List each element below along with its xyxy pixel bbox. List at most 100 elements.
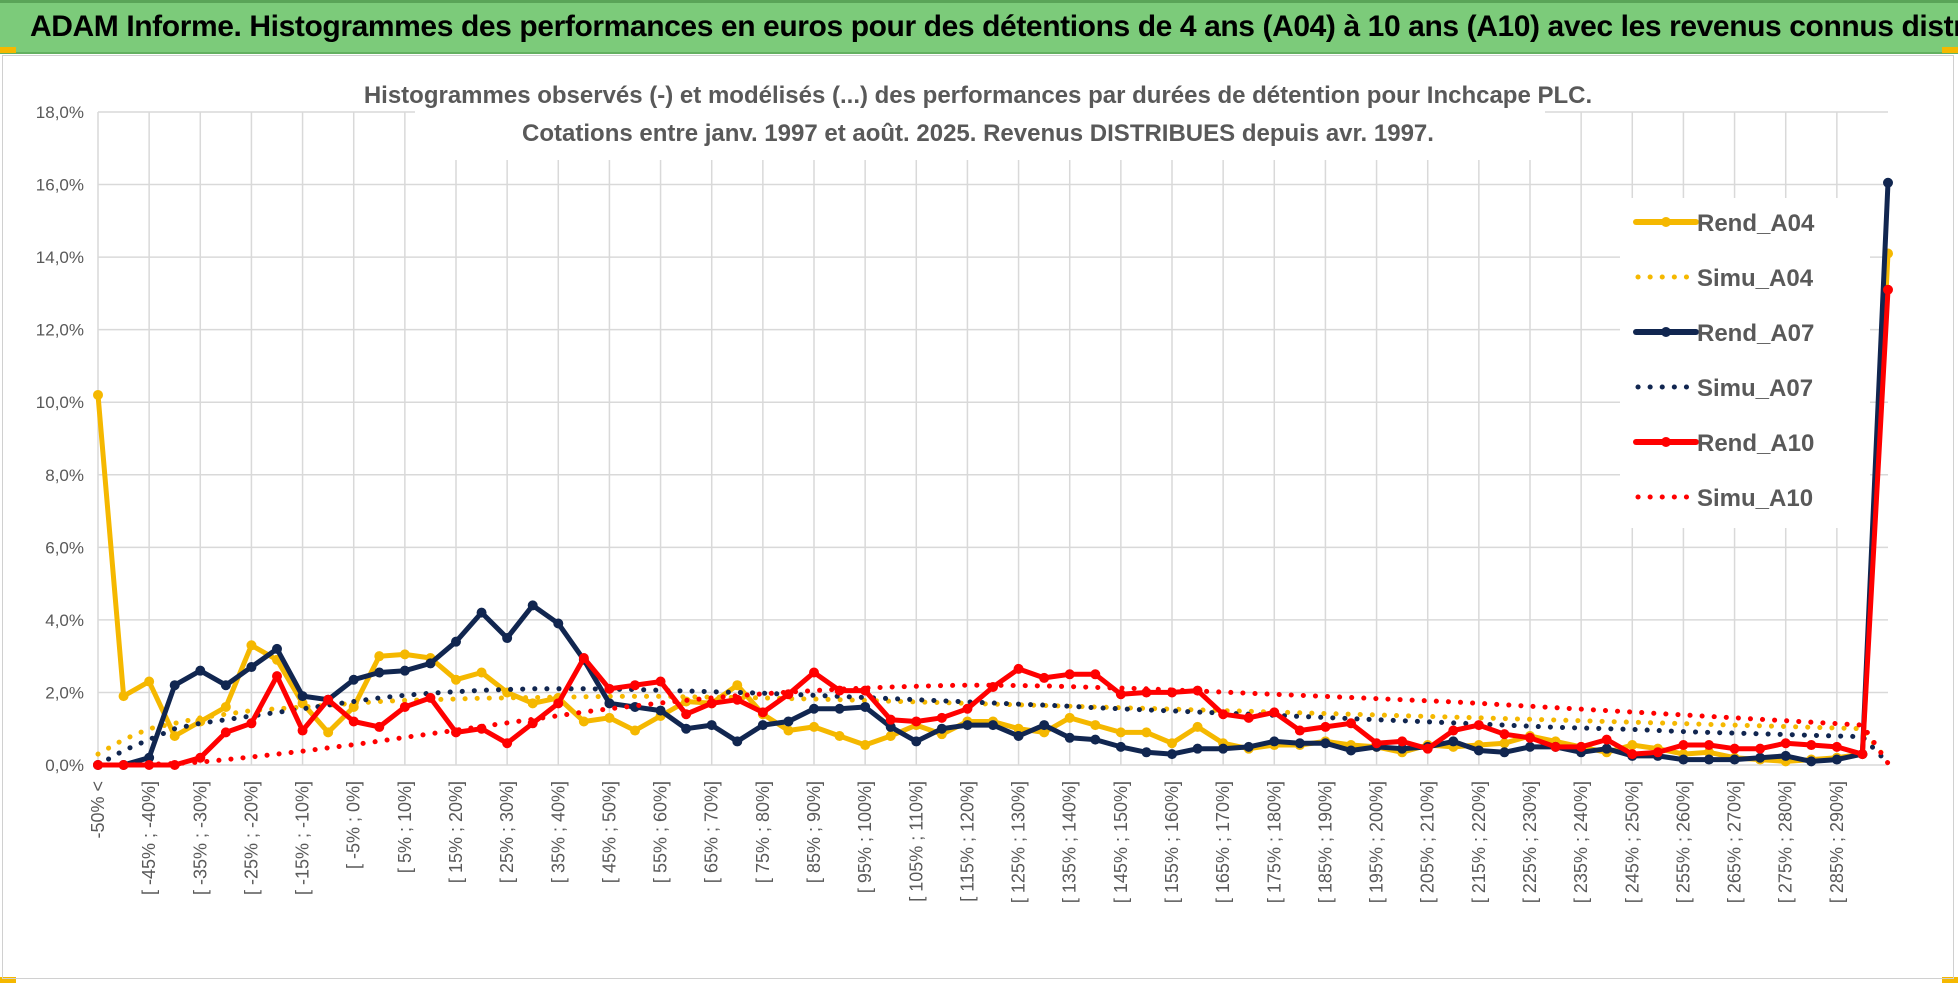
data-point-rend-a07	[1346, 745, 1356, 756]
series-line-rend-a07	[95, 180, 1891, 768]
data-point-rend-a07	[1499, 747, 1510, 758]
chart-title-line-1: Histogrammes observés (-) et modélisés (…	[364, 82, 1592, 109]
data-point-rend-a07	[1243, 741, 1254, 752]
x-tick-label: [ 205% ; 210%]	[1418, 781, 1438, 903]
data-point-rend-a10	[630, 680, 640, 691]
x-tick-label: [ 15% ; 20%]	[446, 781, 466, 883]
data-point-rend-a07	[962, 720, 973, 731]
data-point-rend-a10	[962, 703, 973, 714]
legend-label-rend-a07: Rend_A07	[1697, 320, 1814, 347]
data-point-rend-a07	[348, 674, 359, 685]
data-point-rend-a10	[578, 652, 589, 663]
legend-label-rend-a04: Rend_A04	[1697, 210, 1815, 237]
data-point-rend-a10	[1755, 743, 1766, 754]
corner-accent	[1942, 47, 1958, 53]
data-point-rend-a10	[1704, 740, 1714, 751]
data-point-rend-a04	[1627, 740, 1638, 751]
data-point-rend-a04	[783, 725, 794, 736]
x-tick-label: [ 155% ; 160%]	[1162, 781, 1182, 903]
data-point-rend-a04	[1167, 738, 1177, 749]
data-point-rend-a04	[93, 389, 103, 400]
data-point-rend-a07	[1039, 720, 1050, 731]
data-point-rend-a10	[1550, 741, 1561, 752]
data-point-rend-a10	[1806, 740, 1817, 751]
x-tick-label: [ 25% ; 30%]	[497, 781, 517, 883]
data-point-rend-a10	[936, 712, 947, 723]
data-point-rend-a10	[553, 698, 564, 709]
data-point-rend-a04	[451, 674, 461, 685]
data-point-rend-a04	[604, 712, 615, 723]
data-point-rend-a10	[348, 716, 359, 727]
y-tick-label: 18,0%	[36, 103, 84, 122]
data-point-rend-a07	[1167, 749, 1177, 760]
y-tick-label: 4,0%	[45, 611, 84, 630]
data-point-rend-a07	[655, 705, 666, 716]
data-point-rend-a10	[1269, 707, 1280, 718]
data-point-rend-a04	[1090, 720, 1101, 731]
title-background	[415, 80, 1545, 160]
data-point-rend-a07	[374, 667, 385, 678]
data-point-rend-a07	[246, 662, 257, 673]
x-tick-label: [ -5% ; 0%]	[344, 781, 364, 869]
legend-label-simu-a04: Simu_A04	[1697, 265, 1814, 292]
data-point-rend-a07	[1780, 750, 1791, 761]
legend-label-simu-a10: Simu_A10	[1697, 485, 1813, 512]
data-point-rend-a04	[323, 727, 334, 738]
y-tick-label: 14,0%	[36, 248, 84, 267]
data-point-rend-a10	[1857, 749, 1868, 760]
data-point-rend-a10	[1039, 672, 1050, 683]
data-point-rend-a10	[502, 738, 513, 749]
chart-title-line-2: Cotations entre janv. 1997 et août. 2025…	[522, 120, 1434, 147]
legend: Rend_A04 Simu_A04 Rend_A07 Simu_A07 Rend_A10…	[1620, 198, 1870, 528]
data-point-rend-a04	[1115, 727, 1126, 738]
data-point-rend-a04	[169, 730, 180, 741]
data-point-rend-a10	[757, 707, 768, 718]
data-point-rend-a04	[246, 640, 257, 651]
data-point-rend-a10	[272, 671, 282, 682]
x-tick-label: [ 95% ; 100%]	[855, 781, 875, 893]
data-point-rend-a07	[1831, 754, 1842, 765]
y-axis-ticks: 0,0% 2,0% 4,0% 6,0% 8,0% 10,0% 12,0% 14,0% 16,0%…	[36, 103, 84, 775]
data-point-rend-a04	[809, 721, 819, 732]
chart-frame	[2, 55, 1954, 979]
data-point-rend-a10	[1243, 712, 1254, 723]
data-point-rend-a07	[1704, 754, 1714, 765]
x-tick-label: [ 265% ; 270%]	[1725, 781, 1745, 903]
data-point-rend-a10	[195, 752, 206, 763]
data-point-rend-a07	[451, 636, 461, 647]
corner-accent	[0, 977, 16, 983]
data-point-rend-a10	[655, 676, 666, 687]
x-tick-label: [ 55% ; 60%]	[651, 781, 671, 883]
data-point-rend-a10	[1499, 729, 1510, 740]
data-point-rend-a10	[809, 667, 819, 678]
data-point-rend-a10	[604, 683, 615, 694]
data-point-rend-a10	[1320, 721, 1331, 732]
data-point-rend-a04	[860, 740, 871, 751]
data-point-rend-a07	[297, 691, 308, 702]
data-point-rend-a10	[1346, 718, 1356, 729]
data-point-rend-a07	[272, 643, 282, 654]
data-point-rend-a07	[553, 618, 564, 629]
data-point-rend-a04	[220, 701, 231, 712]
data-point-rend-a07	[220, 680, 231, 691]
x-tick-label: [ 275% ; 280%]	[1776, 781, 1796, 903]
data-point-rend-a07	[681, 723, 692, 734]
x-tick-label: [ 285% ; 290%]	[1827, 781, 1847, 903]
data-point-rend-a07	[1525, 741, 1535, 752]
data-point-rend-a07	[527, 600, 538, 611]
data-point-rend-a07	[1806, 756, 1817, 767]
data-point-rend-a07	[809, 703, 819, 714]
data-point-rend-a07	[1269, 736, 1280, 747]
data-point-rend-a07	[1013, 730, 1024, 741]
x-tick-label: [ -35% ; -30%]	[190, 781, 210, 895]
data-point-rend-a04	[1141, 727, 1152, 738]
data-point-rend-a07	[936, 723, 947, 734]
data-point-rend-a10	[1729, 743, 1740, 754]
data-point-rend-a04	[476, 667, 487, 678]
title-banner: ADAM Informe. Histogrammes des performan…	[0, 0, 1958, 54]
data-point-rend-a04	[118, 691, 129, 702]
y-tick-label: 6,0%	[45, 538, 84, 557]
data-point-rend-a10	[1525, 732, 1535, 743]
x-tick-label: [ -25% ; -20%]	[241, 781, 261, 895]
